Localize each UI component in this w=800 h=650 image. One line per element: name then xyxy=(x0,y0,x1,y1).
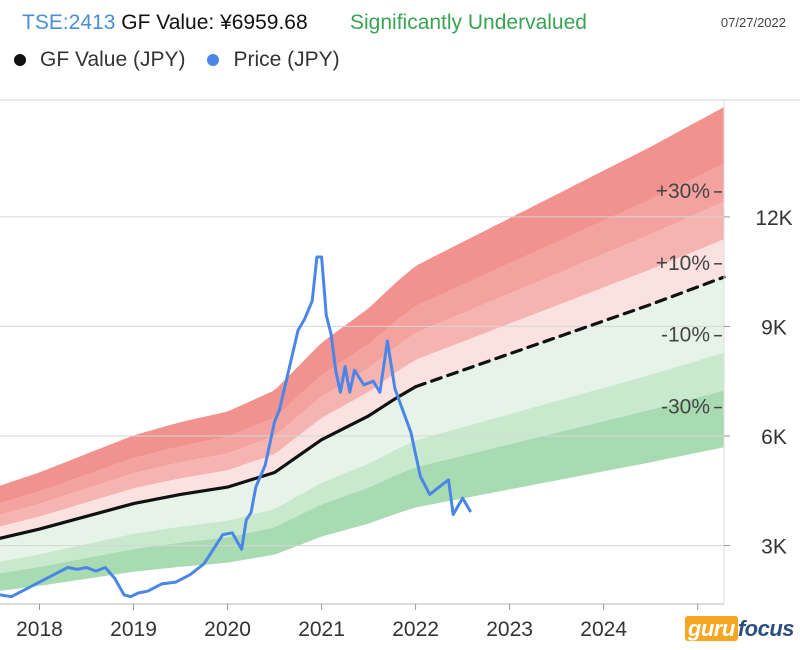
x-tick-label: 2020 xyxy=(204,618,251,641)
x-tick-label: 2018 xyxy=(16,618,63,641)
gf-value-line[interactable] xyxy=(0,385,418,540)
x-tick-label: 2023 xyxy=(486,618,533,641)
chart-date: 07/27/2022 xyxy=(720,15,786,30)
band-over-30 xyxy=(0,107,724,504)
band-label: +30% xyxy=(656,180,710,203)
y-tick-label: 6K xyxy=(761,426,787,449)
band-label: -30% xyxy=(661,396,710,419)
grid-lines xyxy=(0,99,800,547)
band-minus-20-30 xyxy=(0,352,724,574)
x-tick-label: 2024 xyxy=(580,618,627,641)
band-10-20 xyxy=(0,201,724,527)
band-minus-0-10 xyxy=(0,277,724,550)
x-tick-label: 2022 xyxy=(392,618,439,641)
band-minus-10-20 xyxy=(0,314,724,562)
gf-value-dot-icon xyxy=(14,54,26,66)
chart-legend: GF Value (JPY) Price (JPY) xyxy=(14,48,362,72)
legend-label-price: Price (JPY) xyxy=(233,48,340,71)
series-lines xyxy=(0,255,726,599)
band-label: +10% xyxy=(656,252,710,275)
band-label: -10% xyxy=(661,324,710,347)
logo-part-focus: focus xyxy=(737,616,795,641)
band-under-30 xyxy=(0,390,724,591)
band-0-10 xyxy=(0,239,724,539)
x-tick-label: 2019 xyxy=(110,618,157,641)
legend-item-price[interactable]: Price (JPY) xyxy=(207,48,340,72)
gf-value-label: GF Value: ¥6959.68 xyxy=(121,11,308,34)
logo-part-guru: guru xyxy=(684,616,738,641)
band-20-30 xyxy=(0,163,724,515)
y-tick-label: 3K xyxy=(761,536,787,559)
ticker-symbol[interactable]: TSE:2413 xyxy=(22,11,116,34)
legend-label-gf-value: GF Value (JPY) xyxy=(40,48,186,71)
gurufocus-logo: guru focus xyxy=(684,616,795,642)
chart-header: TSE:2413 GF Value: ¥6959.68 Significantl… xyxy=(0,0,800,100)
price-line[interactable] xyxy=(0,255,472,599)
valuation-bands xyxy=(0,107,724,591)
gf-value-projection-line[interactable] xyxy=(414,275,726,389)
chart-title: TSE:2413 GF Value: ¥6959.68 xyxy=(22,11,308,35)
y-tick-label: 9K xyxy=(761,316,787,339)
y-tick-label: 12K xyxy=(755,207,792,230)
price-dot-icon xyxy=(207,54,220,66)
valuation-signal: Significantly Undervalued xyxy=(350,11,587,34)
band-labels: +30% +10% -10% -30% xyxy=(656,180,722,419)
x-tick-label: 2021 xyxy=(298,618,345,641)
legend-item-gf-value[interactable]: GF Value (JPY) xyxy=(14,48,185,72)
